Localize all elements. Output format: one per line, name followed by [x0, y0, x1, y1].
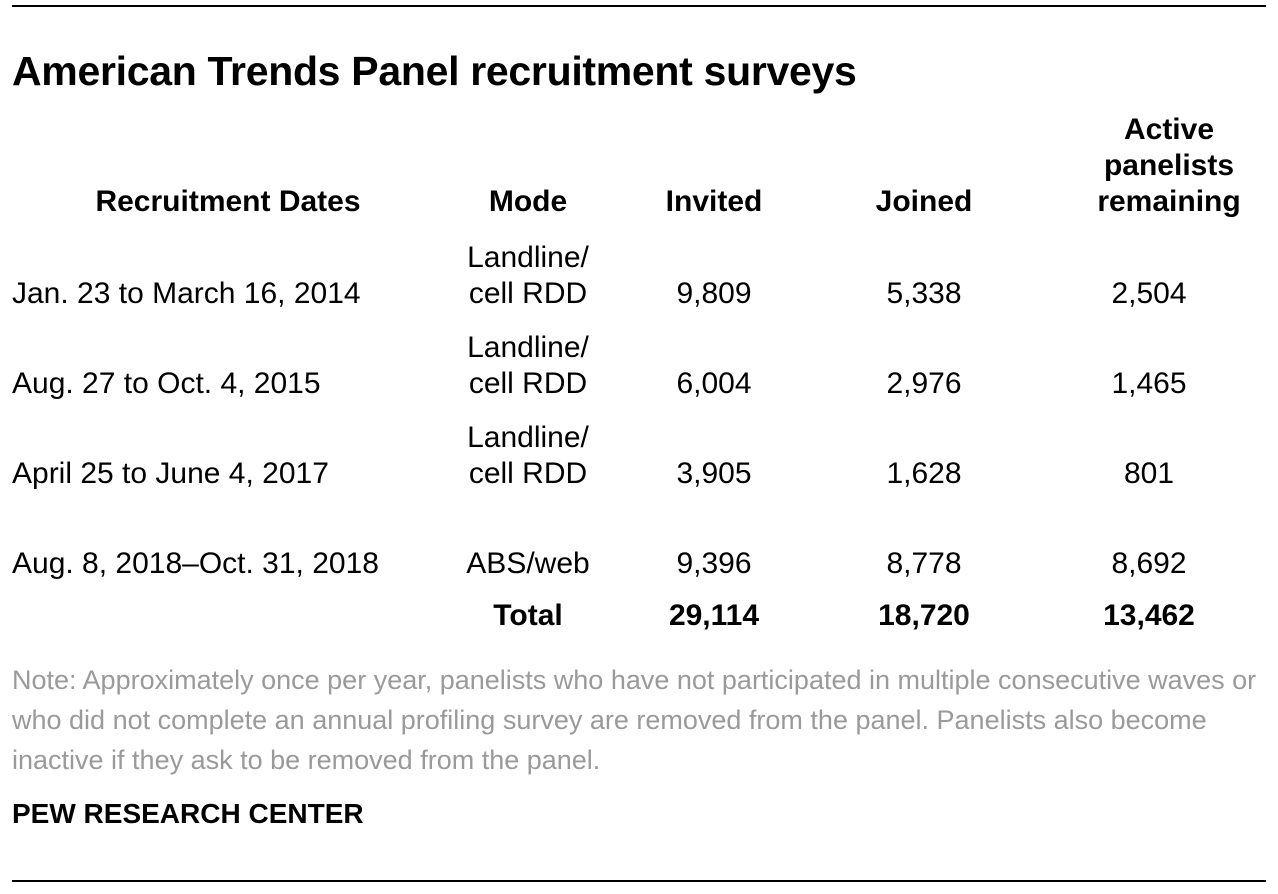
total-joined: 18,720 [878, 599, 970, 632]
total-row: Total 29,114 18,720 13,462 [12, 584, 1266, 637]
cell-joined: 2,976 [886, 367, 962, 400]
total-invited: 29,114 [668, 599, 760, 632]
recruitment-table: Recruitment Dates Mode Invited Joined Ac… [12, 112, 1266, 637]
cell-mode: Landline/ cell RDD [467, 331, 589, 400]
cell-total-spacer [12, 584, 444, 637]
total-active: 13,462 [1103, 599, 1195, 632]
table-row: Aug. 27 to Oct. 4, 2015 Landline/ cell R… [12, 314, 1266, 404]
cell-active: 2,504 [1111, 277, 1187, 310]
header-joined: Joined [875, 185, 973, 218]
table-row: Jan. 23 to March 16, 2014 Landline/ cell… [12, 224, 1266, 314]
cell-mode: Landline/ cell RDD [467, 241, 589, 310]
cell-mode: ABS/web [466, 547, 590, 580]
cell-dates: Jan. 23 to March 16, 2014 [12, 277, 361, 310]
cell-dates: Aug. 27 to Oct. 4, 2015 [12, 367, 321, 400]
cell-invited: 3,905 [676, 457, 752, 490]
cell-active: 8,692 [1111, 547, 1187, 580]
table-row: Aug. 8, 2018–Oct. 31, 2018 ABS/web 9,396… [12, 494, 1266, 584]
cell-active: 1,465 [1111, 367, 1187, 400]
cell-mode: Landline/ cell RDD [467, 421, 589, 490]
cell-joined: 1,628 [886, 457, 962, 490]
cell-dates: Aug. 8, 2018–Oct. 31, 2018 [12, 547, 379, 580]
header-row: Recruitment Dates Mode Invited Joined Ac… [12, 112, 1266, 224]
header-mode: Mode [488, 185, 568, 218]
header-recruitment-dates: Recruitment Dates [95, 185, 361, 218]
header-invited: Invited [665, 185, 763, 218]
header-active-panelists: Active panelists remaining [1097, 113, 1241, 218]
cell-dates: April 25 to June 4, 2017 [12, 457, 329, 490]
cell-invited: 9,396 [676, 547, 752, 580]
cell-active: 801 [1123, 457, 1175, 490]
chart-note: Note: Approximately once per year, panel… [12, 665, 1257, 775]
chart-title: American Trends Panel recruitment survey… [12, 48, 857, 94]
table-row: April 25 to June 4, 2017 Landline/ cell … [12, 404, 1266, 494]
cell-joined: 8,778 [886, 547, 962, 580]
cell-invited: 9,809 [676, 277, 752, 310]
top-rule [12, 5, 1266, 7]
total-label: Total [493, 599, 563, 632]
bottom-rule [12, 880, 1266, 882]
cell-joined: 5,338 [886, 277, 962, 310]
cell-invited: 6,004 [676, 367, 752, 400]
source-credit: PEW RESEARCH CENTER [12, 798, 364, 829]
